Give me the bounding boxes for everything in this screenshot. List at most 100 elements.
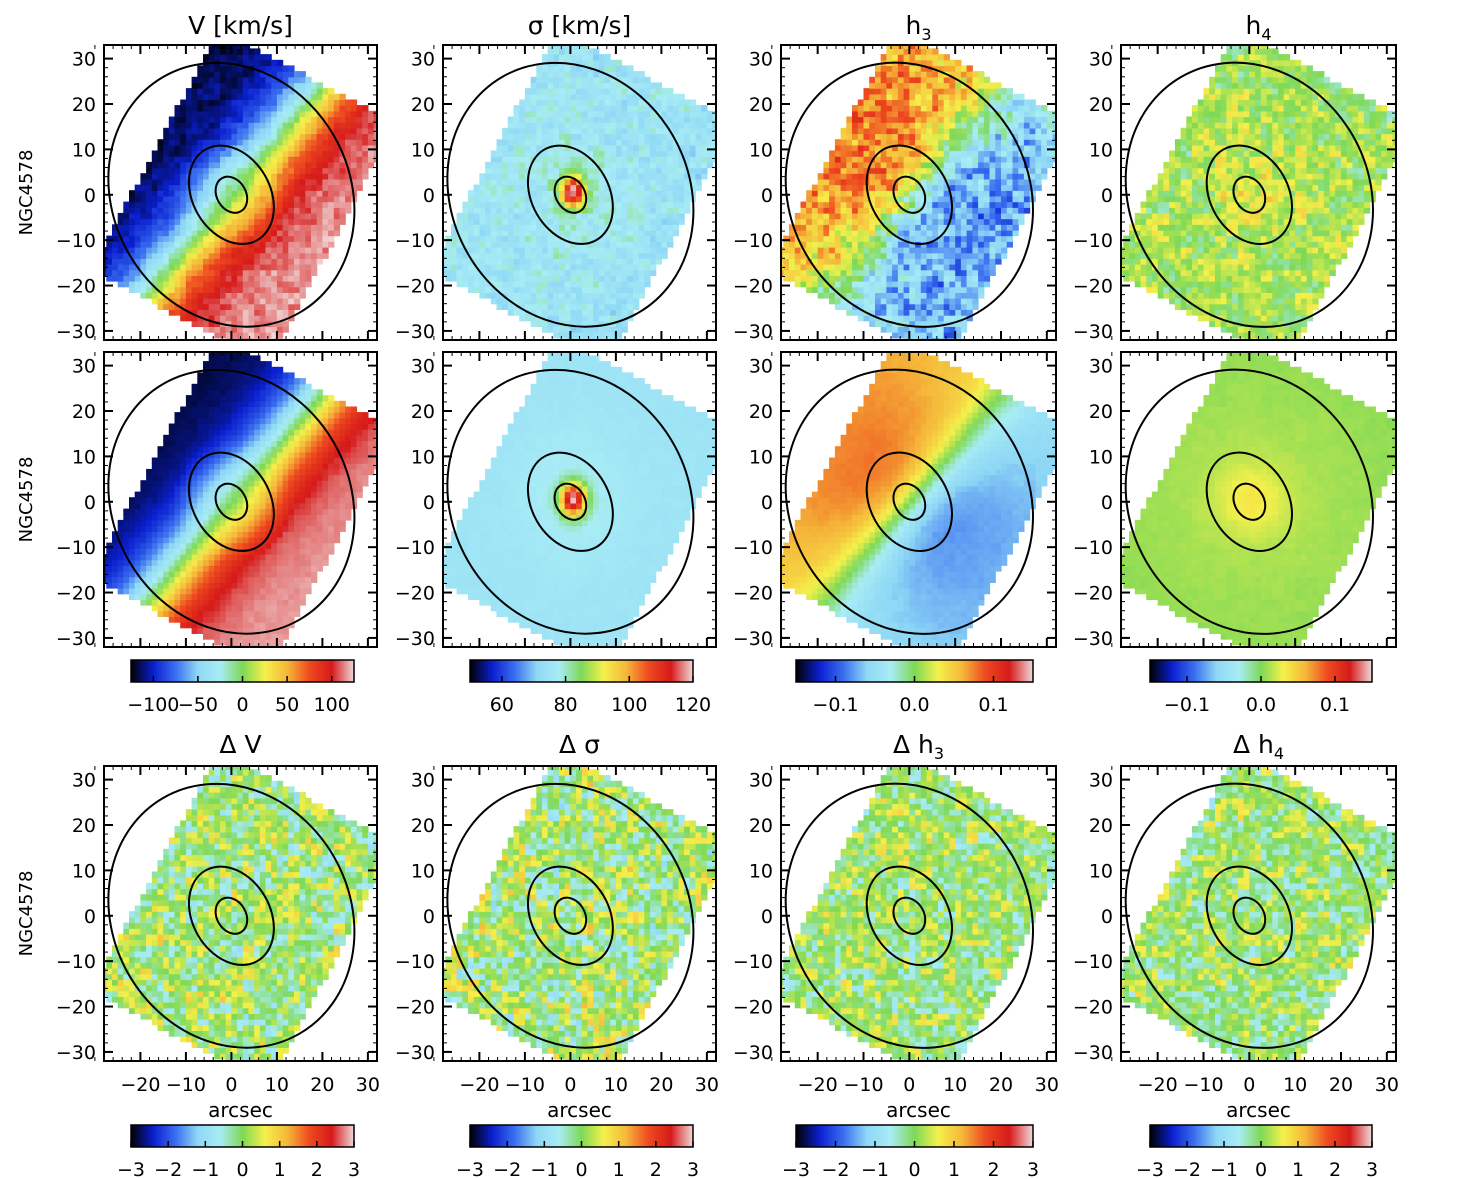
colorbar-tick-label: 50 [275, 694, 299, 716]
isophote-contour [892, 482, 927, 521]
colorbar-tick-label: 0.1 [1320, 694, 1350, 716]
colorbar-tick-label: −0.1 [1164, 694, 1210, 716]
isophote-contour [892, 896, 927, 935]
y-tick-label: 0 [1101, 492, 1113, 514]
x-tick-label: −20 [1138, 1074, 1178, 1096]
y-tick-label: −30 [56, 628, 96, 650]
y-tick-label: 0 [84, 185, 96, 207]
colorbar-tick-label: −2 [154, 1159, 182, 1179]
panel-title-text: σ [km/s] [528, 11, 632, 40]
isophote-contour [553, 175, 588, 214]
y-tick-label: 20 [72, 401, 96, 423]
y-tick-label: −30 [733, 1042, 773, 1064]
colorbar-tick-label: −3 [117, 1159, 145, 1179]
panel-title: h4 [1245, 11, 1271, 44]
y-tick-label: −20 [395, 997, 435, 1019]
isophote-contour [553, 896, 588, 935]
map-pixels [443, 45, 716, 340]
isophote-contour [1205, 144, 1293, 245]
x-tick-label: −10 [843, 1074, 883, 1096]
panel-title-text: h [905, 11, 921, 40]
isophote-contour [187, 451, 275, 552]
x-tick-label: −20 [120, 1074, 160, 1096]
isophote-contour [187, 144, 275, 245]
y-tick-label: 0 [84, 906, 96, 928]
y-tick-label: 20 [411, 94, 435, 116]
colorbar-tick-label: 0 [908, 1159, 920, 1179]
colorbar-tick-label: 1 [1292, 1159, 1304, 1179]
isophote-contour [446, 782, 695, 1049]
y-tick-label: 30 [749, 356, 773, 378]
colorbar-tick-label: 100 [314, 694, 350, 716]
x-tick-label: 20 [1329, 1074, 1353, 1096]
y-tick-label: −20 [1073, 276, 1113, 298]
panel-title: h3 [905, 11, 931, 44]
x-tick-label: −10 [166, 1074, 206, 1096]
y-tick-label: 0 [761, 906, 773, 928]
isophote-contour [784, 61, 1034, 328]
y-tick-label: 20 [72, 94, 96, 116]
panel-title-subscript: 3 [934, 744, 944, 763]
y-tick-label: 0 [761, 492, 773, 514]
colorbar-tick-label: 0.0 [1246, 694, 1276, 716]
panel-title: σ [km/s] [528, 11, 632, 40]
isophote-contour [1232, 482, 1267, 521]
y-tick-label: −30 [1073, 628, 1113, 650]
y-tick-label: 20 [72, 815, 96, 837]
y-tick-label: 10 [749, 446, 773, 468]
x-tick-label: 30 [1375, 1074, 1399, 1096]
y-tick-label: 20 [749, 94, 773, 116]
colorbar: −100−50 0 50 100 [127, 659, 355, 716]
panel-title-text: h [1245, 11, 1261, 40]
panel-title: Δ σ [559, 730, 600, 759]
isophote-contour [1124, 61, 1374, 328]
x-axis-label: arcsec [1226, 1098, 1291, 1122]
colorbar-tick-label: 1 [613, 1159, 625, 1179]
colorbar-tick-label: 0.1 [978, 694, 1008, 716]
x-tick-label: 10 [1283, 1074, 1307, 1096]
y-tick-label: 30 [72, 356, 96, 378]
colorbar-tick-label: −1 [530, 1159, 558, 1179]
x-tick-label: 0 [1243, 1074, 1255, 1096]
colorbar: −3 −2 −1 0 1 2 3 [117, 1124, 360, 1179]
map-panel: 30 20 10 0 −10 −20 −30 [733, 351, 1057, 650]
y-tick-label: 30 [72, 770, 96, 792]
isophote-contour [1124, 782, 1374, 1049]
y-tick-label: −10 [733, 951, 773, 973]
y-tick-label: 30 [411, 49, 435, 71]
y-tick-label: −20 [395, 276, 435, 298]
y-tick-label: −20 [1073, 997, 1113, 1019]
x-tick-label: 20 [989, 1074, 1013, 1096]
colorbar-tick-label: 60 [490, 694, 514, 716]
map-panel: 30 20 10 0 −10 −20 −30 [56, 351, 378, 650]
y-tick-label: −10 [395, 951, 435, 973]
y-tick-label: −10 [1073, 537, 1113, 559]
x-tick-label: 10 [604, 1074, 628, 1096]
panel-title-text: Δ h [893, 730, 934, 759]
x-tick-label: −20 [459, 1074, 499, 1096]
colorbar-tick-label: 2 [650, 1159, 662, 1179]
panel-title-text: Δ h [1233, 730, 1274, 759]
y-tick-label: −10 [733, 230, 773, 252]
y-tick-label: 10 [1089, 860, 1113, 882]
y-tick-label: 20 [749, 401, 773, 423]
y-tick-label: 30 [1089, 49, 1113, 71]
isophote-contour [784, 782, 1034, 1049]
colorbar-tick-label: 0.0 [899, 694, 929, 716]
x-tick-label: 30 [1035, 1074, 1059, 1096]
colorbar-tick-label: −100 [127, 694, 179, 716]
y-tick-label: −20 [56, 583, 96, 605]
colorbar-tick-label: −1 [861, 1159, 889, 1179]
map-pixels [781, 45, 1056, 340]
x-tick-label: 10 [943, 1074, 967, 1096]
x-axis-label: arcsec [886, 1098, 951, 1122]
y-tick-label: −30 [395, 321, 435, 343]
colorbar-tick-label: 2 [311, 1159, 323, 1179]
colorbar-tick-label: 3 [1366, 1159, 1378, 1179]
colorbar: −3 −2 −1 0 1 2 3 [782, 1124, 1039, 1179]
y-tick-label: −20 [56, 276, 96, 298]
colorbar-tick-label: 0 [236, 1159, 248, 1179]
panel-title: V [km/s] [188, 11, 293, 40]
y-tick-label: −30 [395, 628, 435, 650]
